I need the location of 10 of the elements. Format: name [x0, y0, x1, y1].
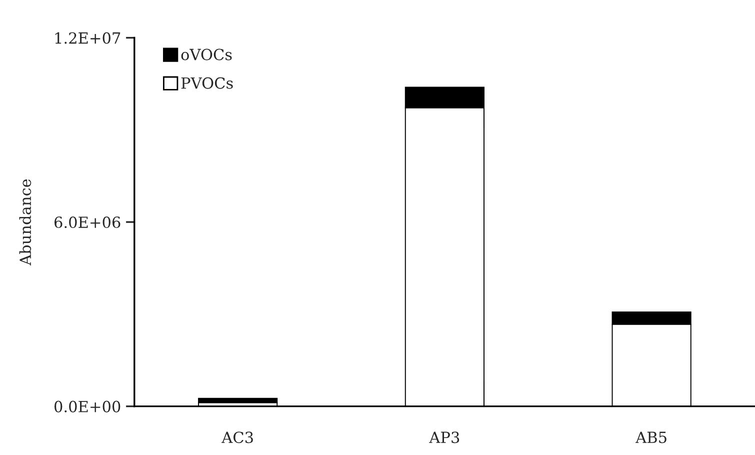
- legend-label: PVOCs: [181, 77, 233, 89]
- x-tick-label: AP3: [429, 432, 460, 444]
- x-tick-label: AB5: [635, 432, 666, 444]
- y-axis-title: Abundance: [19, 179, 32, 266]
- x-tick-label: AC3: [222, 432, 253, 444]
- bar: [198, 398, 278, 404]
- legend-label: oVOCs: [181, 48, 232, 60]
- y-tick-label: 6.0E+06: [54, 216, 120, 228]
- y-tick-label: 0.0E+00: [54, 400, 120, 412]
- y-tick-label: 1.2E+07: [55, 32, 120, 44]
